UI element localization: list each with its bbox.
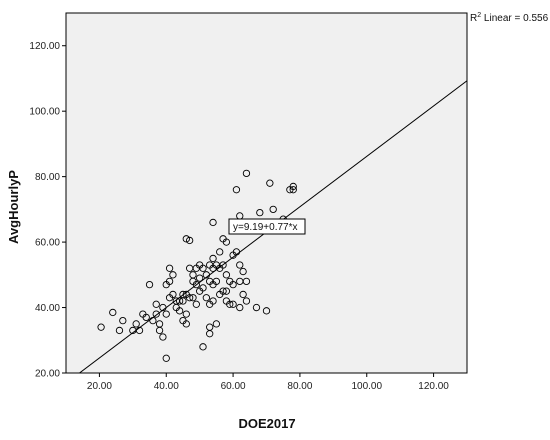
data-point: [209, 254, 217, 263]
data-point: [242, 169, 251, 178]
data-point: [132, 320, 140, 328]
data-point: [252, 303, 261, 312]
data-point: [226, 300, 234, 308]
data-point: [236, 303, 244, 312]
y-tick-label: 80.00: [35, 172, 60, 183]
data-point: [159, 333, 167, 341]
data-point: [262, 307, 271, 315]
data-point: [222, 287, 231, 295]
data-point: [182, 310, 190, 318]
data-point: [169, 271, 177, 279]
x-tick-label: 80.00: [287, 381, 312, 392]
data-point: [189, 294, 197, 302]
data-point: [199, 343, 207, 351]
data-point: [266, 179, 274, 187]
data-point: [119, 316, 127, 325]
data-point: [185, 294, 194, 302]
data-point: [192, 280, 200, 289]
data-point: [242, 277, 251, 286]
data-point: [222, 238, 231, 246]
data-point: [232, 186, 241, 194]
data-point: [165, 264, 174, 272]
x-tick-label: 60.00: [221, 381, 246, 392]
data-point: [202, 271, 211, 279]
data-point: [175, 297, 184, 305]
data-point: [162, 354, 170, 362]
plot-area: [65, 12, 468, 374]
data-point: [229, 280, 237, 289]
data-point: [289, 186, 297, 194]
data-point: [199, 284, 207, 292]
data-point: [182, 235, 190, 243]
data-point: [196, 274, 204, 282]
equation-label: y=9.19+0.77*x: [233, 222, 298, 233]
y-axis-title: AvgHourlyP: [6, 170, 21, 244]
data-point: [192, 300, 200, 308]
data-point: [209, 218, 217, 227]
data-point: [159, 303, 167, 312]
data-point: [145, 280, 154, 289]
data-point: [179, 290, 187, 299]
x-tick-label: 100.00: [351, 381, 382, 392]
data-point: [219, 261, 227, 269]
data-point: [115, 326, 124, 335]
r2-label: R2 Linear = 0.556: [470, 12, 549, 24]
data-point: [236, 261, 244, 269]
data-point: [135, 326, 144, 335]
data-point: [222, 271, 231, 279]
data-point: [109, 308, 117, 317]
x-tick-label: 40.00: [154, 381, 179, 392]
y-tick-label: 100.00: [29, 107, 60, 118]
data-point: [155, 326, 164, 335]
x-axis-title: DOE2017: [238, 416, 295, 431]
data-point: [152, 300, 160, 308]
y-tick-label: 60.00: [35, 238, 60, 249]
data-point: [216, 248, 224, 256]
data-point: [149, 316, 157, 325]
data-point: [142, 313, 150, 322]
x-tick-label: 120.00: [418, 381, 449, 392]
data-point: [162, 310, 170, 318]
equation-box-frame: [228, 218, 306, 235]
data-point: [169, 290, 177, 299]
data-point: [229, 300, 237, 308]
data-point: [242, 297, 251, 305]
x-tick-label: 20.00: [87, 381, 112, 392]
data-point: [212, 320, 221, 328]
data-point: [165, 277, 174, 286]
data-point: [202, 294, 211, 302]
data-point: [175, 307, 184, 315]
y-tick-label: 40.00: [35, 303, 60, 314]
data-point: [209, 297, 217, 305]
data-point: [232, 248, 241, 256]
data-point: [239, 267, 247, 276]
data-point: [97, 323, 105, 331]
y-tick-label: 120.00: [29, 41, 60, 52]
data-point: [212, 277, 221, 286]
data-point: [185, 236, 194, 245]
data-point: [206, 330, 214, 338]
data-point: [182, 320, 190, 328]
data-point: [152, 310, 160, 318]
y-tick-label: 20.00: [35, 369, 60, 380]
data-point: [199, 264, 207, 272]
data-point: [239, 290, 247, 299]
data-point: [256, 208, 264, 217]
equation-box: y=9.19+0.77*x: [228, 218, 306, 235]
data-point: [289, 182, 297, 191]
data-point: [219, 287, 227, 295]
data-point: [269, 205, 277, 214]
